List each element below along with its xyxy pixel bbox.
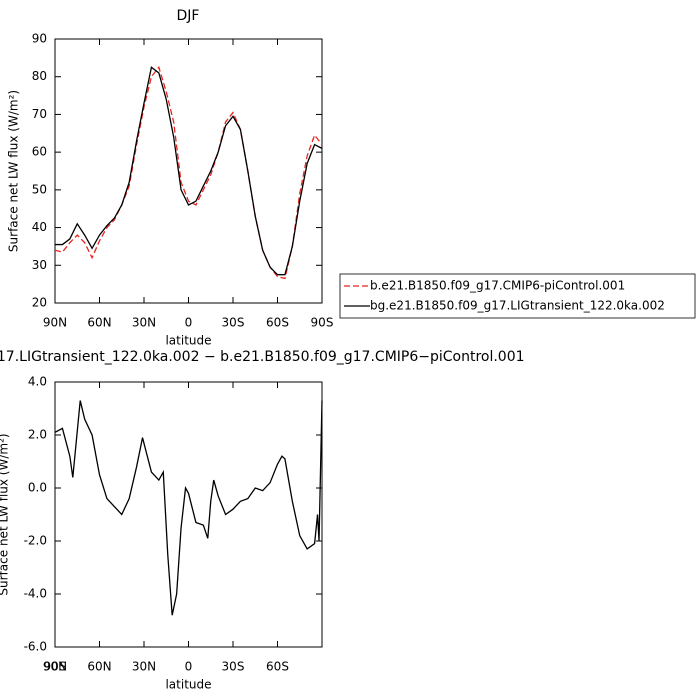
x-axis-label: latitude	[165, 678, 211, 692]
y-tick-label: 40	[32, 220, 47, 234]
y-tick-label: -4.0	[24, 587, 47, 601]
chart-title: bg.e21.B1850.f09_g17.LIGtransient_122.0k…	[0, 349, 525, 365]
plot-frame	[54, 38, 323, 304]
series-line	[54, 65, 323, 280]
legend-box	[339, 273, 696, 319]
x-tick-label: 60N	[87, 316, 111, 330]
y-tick-label: 0.0	[28, 481, 47, 495]
x-tick-label: 60S	[266, 660, 289, 674]
y-tick-label: 4.0	[28, 375, 47, 389]
x-tick-label: 90N	[43, 660, 67, 674]
x-tick-label: 90S	[311, 316, 334, 330]
y-tick-label: 60	[32, 145, 47, 159]
x-tick-label: 90S	[44, 660, 67, 674]
x-tick-label: 30N	[132, 316, 156, 330]
y-tick-label: 20	[32, 296, 47, 310]
series-line	[55, 66, 323, 276]
chart-title: DJF	[177, 8, 200, 24]
x-tick-label: 60S	[266, 316, 289, 330]
x-tick-label: 30N	[132, 660, 156, 674]
y-axis-label: Surface net LW flux (W/m²)	[0, 433, 11, 595]
legend-label: b.e21.B1850.f09_g17.CMIP6-piControl.001	[370, 279, 625, 293]
x-tick-label: 90N	[43, 316, 67, 330]
y-tick-label: -2.0	[24, 534, 47, 548]
y-tick-label: -6.0	[24, 640, 47, 654]
y-tick-label: 50	[32, 182, 47, 196]
y-tick-label: 90	[32, 32, 47, 46]
series-line	[54, 400, 323, 616]
plot-frame	[54, 381, 323, 648]
y-tick-label: 2.0	[28, 428, 47, 442]
x-tick-label: 0	[185, 660, 193, 674]
y-tick-label: 80	[32, 69, 47, 83]
y-tick-label: 30	[32, 258, 47, 272]
y-tick-label: 70	[32, 107, 47, 121]
x-tick-label: 60N	[87, 660, 111, 674]
legend-label: bg.e21.B1850.f09_g17.LIGtransient_122.0k…	[370, 299, 665, 313]
y-axis-label: Surface net LW flux (W/m²)	[7, 90, 21, 252]
x-tick-label: 30S	[222, 660, 245, 674]
x-axis-label: latitude	[165, 334, 211, 348]
x-tick-label: 0	[185, 316, 193, 330]
x-tick-label: 30S	[222, 316, 245, 330]
